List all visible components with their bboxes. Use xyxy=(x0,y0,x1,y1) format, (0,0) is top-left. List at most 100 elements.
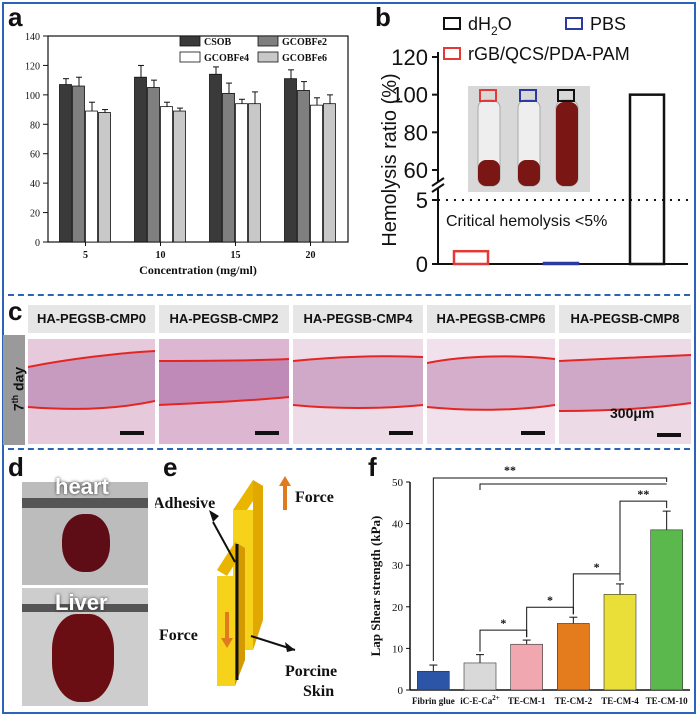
bar-CSOB xyxy=(209,73,222,243)
y-tick-label: 30 xyxy=(392,560,404,572)
y-axis-label: Hemolysis ratio (%) xyxy=(379,73,401,246)
histology-image-4 xyxy=(427,339,555,444)
separator-bottom xyxy=(8,448,690,450)
legend-label-pbs: PBS xyxy=(590,14,626,34)
y-tick-label: 100 xyxy=(25,91,40,102)
separator-top xyxy=(8,294,690,296)
bar-GCOBFe6 xyxy=(323,103,336,243)
heart-photo xyxy=(22,482,148,585)
histo-header-4: HA-PEGSB-CMP6 xyxy=(427,305,555,333)
panel-label-c: c xyxy=(8,296,23,326)
legend-label-gel: rGB/QCS/PDA-PAM xyxy=(468,44,630,64)
side-label: 7th day xyxy=(10,366,27,412)
bar-GCOBFe4 xyxy=(85,110,98,243)
histology-image-2 xyxy=(159,339,289,444)
bar-TE-CM-1 xyxy=(510,643,543,691)
sig-label: * xyxy=(547,593,553,607)
panel-label-e: e xyxy=(163,452,178,482)
y-tick-label: 0 xyxy=(35,238,40,249)
legend-swatch xyxy=(179,51,201,63)
bar-GCOBFe6 xyxy=(98,112,111,243)
legend-label: CSOB xyxy=(204,37,232,48)
panel-label-b: b xyxy=(375,2,391,32)
y-tick-label: 80 xyxy=(30,120,40,131)
tube-blood xyxy=(518,160,540,186)
x-tick-label: 15 xyxy=(231,250,241,261)
x-tick-label: 10 xyxy=(156,250,166,261)
tube-marker-blue xyxy=(519,89,537,102)
legend-label-dh2o: dH2O xyxy=(468,14,512,38)
y-tick-label: 0 xyxy=(398,685,404,697)
bar-CSOB xyxy=(59,84,72,243)
sig-label: ** xyxy=(637,487,649,501)
tube-blood xyxy=(556,102,578,186)
histology-image-5 xyxy=(559,339,691,444)
bar-GCOBFe4 xyxy=(160,106,173,243)
bar-GCOBFe2 xyxy=(222,92,235,243)
porcine-label: Porcine xyxy=(285,663,337,680)
histo-header-5: HA-PEGSB-CMP8 xyxy=(559,305,691,333)
bar-GCOBFe2 xyxy=(72,85,85,243)
x-tick-label: TE-CM-10 xyxy=(646,696,688,706)
adhesive-label: Adhesive xyxy=(155,495,215,512)
histo-header-3: HA-PEGSB-CMP4 xyxy=(293,305,423,333)
histo-header-2: HA-PEGSB-CMP2 xyxy=(159,305,289,333)
y-tick-label: 0 xyxy=(416,252,428,277)
y-axis-label: Lap Shear strength (kPa) xyxy=(368,516,383,657)
bar-Fibrin glue xyxy=(417,670,450,691)
x-tick-label: TE-CM-1 xyxy=(508,696,546,706)
liver-photo xyxy=(22,588,148,706)
force-top-label: Force xyxy=(295,489,334,506)
bar-GCOBFe2 xyxy=(297,90,310,243)
x-tick-label: TE-CM-4 xyxy=(601,696,639,706)
legend-swatch-pbs xyxy=(565,17,583,30)
bar-GCOBFe6 xyxy=(173,110,186,243)
x-tick-label: 20 xyxy=(306,250,316,261)
sig-label: * xyxy=(500,616,506,630)
x-tick-label: Fibrin glue xyxy=(412,696,455,706)
chart-b: 60 80 100 120 0 5 Hemolysis ratio (%) Critical … xyxy=(379,14,688,277)
y-tick-label: 10 xyxy=(392,643,404,655)
legend-swatch xyxy=(257,35,279,47)
y-tick-label: 20 xyxy=(30,209,40,220)
chart-f: 0 10 20 30 40 50 Lap Shear strength (kPa) Fibri… xyxy=(368,463,690,706)
sig-bracket-top xyxy=(432,477,668,662)
tube-marker-red xyxy=(479,89,497,102)
y-tick-label: 120 xyxy=(391,45,428,70)
heart-label: heart xyxy=(55,474,109,499)
bar-GCOBFe6 xyxy=(248,103,261,243)
sig-bracket-second xyxy=(479,483,667,490)
y-tick-label: 60 xyxy=(30,150,40,161)
bar-PBS xyxy=(542,261,580,266)
y-tick-label: 80 xyxy=(404,120,428,145)
bar-GCOBFe2 xyxy=(147,87,160,243)
legend-swatch-dh2o xyxy=(443,17,461,30)
side-label-box xyxy=(3,335,25,445)
y-tick-label: 60 xyxy=(404,158,428,183)
bar-GCOBFe4 xyxy=(235,103,248,243)
bar-CSOB xyxy=(134,76,147,243)
legend-swatch-gel xyxy=(443,47,461,60)
adhesion-schematic: Adhesive Force Force Porcine Skin xyxy=(155,476,337,700)
force-bottom-label: Force xyxy=(159,627,198,644)
sig-label-top: ** xyxy=(504,463,516,477)
bar-TE-CM-2 xyxy=(557,623,590,691)
sig-label: * xyxy=(594,560,600,574)
bar-dH2O xyxy=(628,93,666,266)
y-tick-label: 40 xyxy=(30,179,40,190)
y-tick-label: 20 xyxy=(392,602,404,614)
bar-TE-CM-4 xyxy=(603,594,637,691)
scale-bar-label: 300μm xyxy=(610,405,655,421)
y-tick-label: 140 xyxy=(25,32,40,43)
histology-image-1 xyxy=(28,339,155,444)
bar-iC-E-Ca xyxy=(463,662,497,691)
histology-image-3 xyxy=(293,339,423,444)
axis-break xyxy=(431,183,445,193)
critical-annotation: Critical hemolysis <5% xyxy=(446,213,607,230)
axis-break xyxy=(431,177,445,187)
y-tick-label: 40 xyxy=(392,519,404,531)
y-tick-label: 100 xyxy=(391,83,428,108)
bar-GCOBFe4 xyxy=(310,104,323,243)
bar-CSOB xyxy=(284,78,297,243)
legend-label: GCOBFe6 xyxy=(282,53,327,64)
